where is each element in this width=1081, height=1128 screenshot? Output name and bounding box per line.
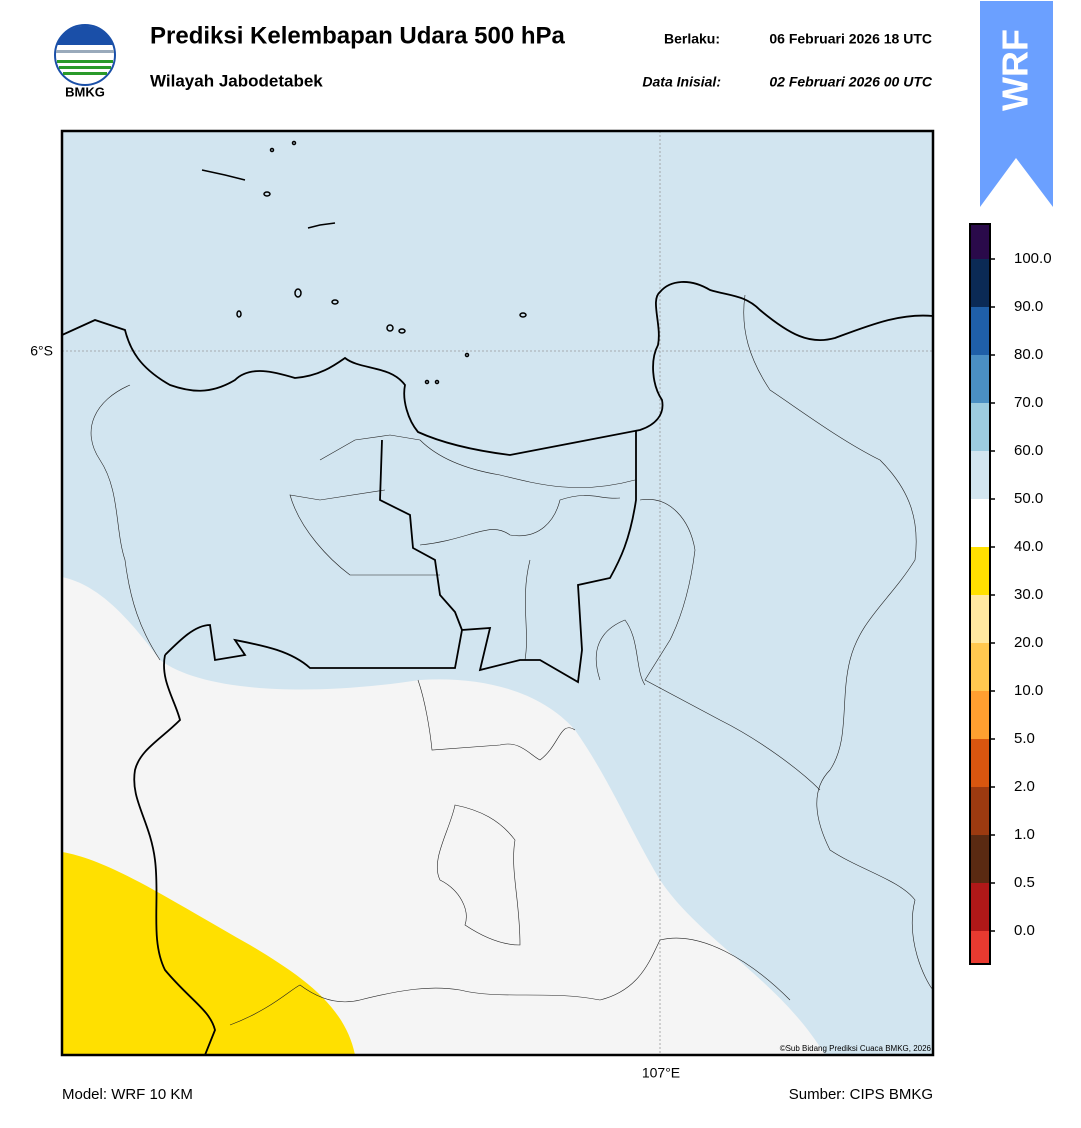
colorbar-frame bbox=[969, 223, 991, 965]
colorbar-swatch bbox=[970, 355, 990, 403]
logo: BMKG bbox=[54, 24, 116, 99]
colorbar-label: 90.0 bbox=[1014, 298, 1043, 315]
colorbar-label: 20.0 bbox=[1014, 634, 1043, 651]
copyright: ©Sub Bidang Prediksi Cuaca BMKG, 2026 bbox=[780, 1044, 932, 1053]
subtitle: Wilayah Jabodetabek bbox=[150, 71, 323, 90]
coastline bbox=[62, 281, 933, 456]
colorbar-swatch bbox=[970, 835, 990, 883]
colorbar-swatch bbox=[970, 499, 990, 547]
colorbar-swatch bbox=[970, 224, 990, 259]
colorbar-label: 5.0 bbox=[1014, 730, 1035, 747]
init-label: Data Inisial: bbox=[642, 74, 721, 90]
logo-text: BMKG bbox=[65, 84, 105, 99]
lon-label: 107°E bbox=[642, 1065, 680, 1081]
title: Prediksi Kelembapan Udara 500 hPa bbox=[150, 22, 566, 49]
valid-time: 06 Februari 2026 18 UTC bbox=[769, 31, 932, 47]
district-lines bbox=[90, 294, 933, 1026]
colorbar-swatch bbox=[970, 595, 990, 643]
footer-source: Sumber: CIPS BMKG bbox=[789, 1086, 933, 1103]
colorbar-label: 1.0 bbox=[1014, 826, 1035, 843]
humidity-30-40 bbox=[62, 852, 355, 1055]
logo-stripe bbox=[59, 66, 111, 69]
colorbar: 100.0 90.0 80.0 70.0 60.0 50.0 40.0 30.0 20.0 10.… bbox=[969, 223, 1052, 965]
logo-stripe bbox=[63, 72, 107, 75]
lat-label: 6°S bbox=[30, 343, 53, 359]
humidity-40-50 bbox=[62, 577, 825, 1055]
colorbar-swatch bbox=[970, 787, 990, 835]
badge: WRF bbox=[980, 1, 1053, 207]
logo-top bbox=[57, 25, 113, 45]
colorbar-swatch bbox=[970, 691, 990, 739]
colorbar-label: 2.0 bbox=[1014, 778, 1035, 795]
colorbar-label: 0.5 bbox=[1014, 874, 1035, 891]
logo-stripe bbox=[56, 50, 114, 53]
colorbar-label: 0.0 bbox=[1014, 922, 1035, 939]
init-time: 02 Februari 2026 00 UTC bbox=[769, 74, 933, 90]
colorbar-swatch bbox=[970, 403, 990, 451]
colorbar-label: 50.0 bbox=[1014, 490, 1043, 507]
colorbar-swatch bbox=[970, 883, 990, 931]
islands bbox=[201, 140, 527, 385]
colorbar-label: 60.0 bbox=[1014, 442, 1043, 459]
colorbar-label: 30.0 bbox=[1014, 586, 1043, 603]
colorbar-swatch bbox=[970, 259, 990, 307]
colorbar-label: 70.0 bbox=[1014, 394, 1043, 411]
footer-model: Model: WRF 10 KM bbox=[62, 1086, 193, 1103]
colorbar-swatch bbox=[970, 547, 990, 595]
valid-label: Berlaku: bbox=[664, 31, 720, 47]
logo-stripe bbox=[57, 60, 113, 63]
colorbar-label: 10.0 bbox=[1014, 682, 1043, 699]
colorbar-swatch bbox=[970, 739, 990, 787]
badge-text: WRF bbox=[995, 29, 1036, 111]
province-borders bbox=[133, 430, 637, 1055]
colorbar-swatch bbox=[970, 307, 990, 355]
colorbar-label: 40.0 bbox=[1014, 538, 1043, 555]
colorbar-swatch bbox=[970, 931, 990, 964]
colorbar-swatch bbox=[970, 643, 990, 691]
colorbar-label: 100.0 bbox=[1014, 250, 1052, 267]
map: ©Sub Bidang Prediksi Cuaca BMKG, 2026 bbox=[62, 131, 933, 1055]
colorbar-label: 80.0 bbox=[1014, 346, 1043, 363]
badge-shape bbox=[980, 1, 1053, 207]
map-frame bbox=[60, 129, 935, 1057]
colorbar-swatch bbox=[970, 451, 990, 499]
